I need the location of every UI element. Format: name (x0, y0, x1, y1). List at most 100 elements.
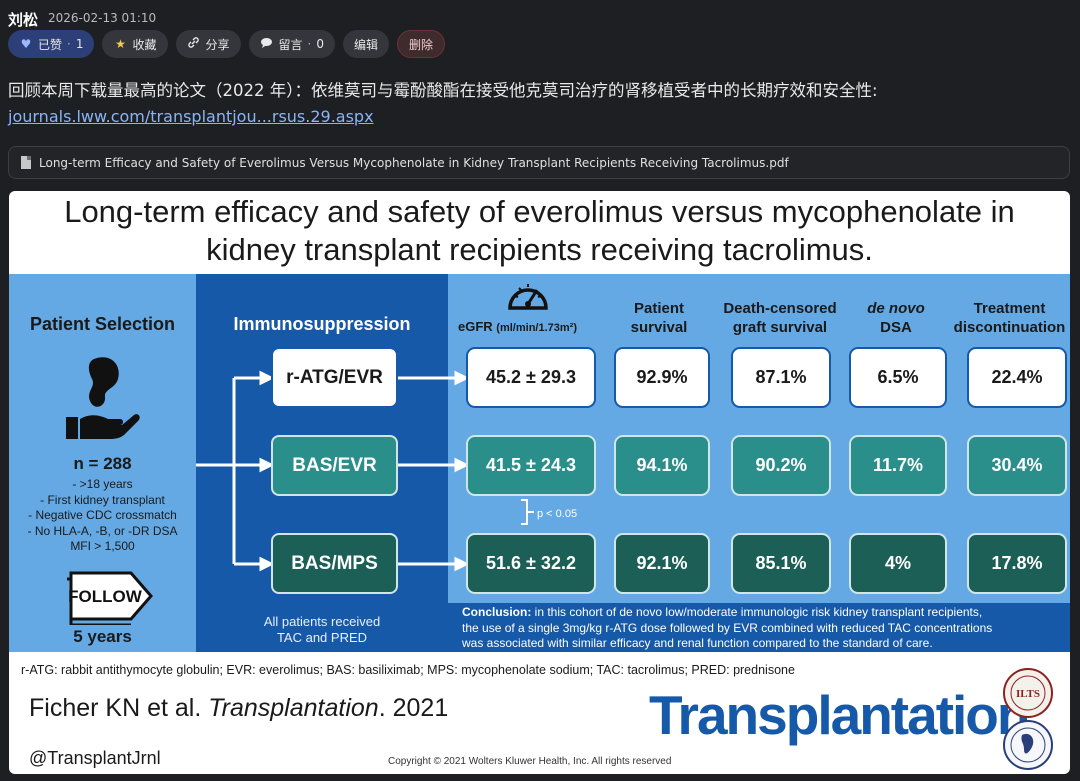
flow-arrows (196, 370, 534, 572)
egfr-value: 45.2 ± 29.3 (466, 347, 596, 408)
heading-line: Death-censored (723, 300, 837, 317)
seal-text: ILTS (1016, 688, 1040, 700)
patient-survival-value: 92.1% (614, 533, 710, 594)
article-link[interactable]: journals.lww.com/transplantjou...rsus.29… (8, 107, 374, 126)
title-line-2: kidney transplant recipients receiving t… (206, 232, 873, 267)
arm-bas-mps: BAS/MPS (271, 533, 398, 594)
discontinuation-value: 17.8% (967, 533, 1067, 594)
graft-survival-value: 90.2% (731, 435, 831, 496)
infographic-title: Long-term efficacy and safety of everoli… (9, 193, 1070, 269)
conclusion-text: in this cohort of de novo low/moderate i… (531, 605, 983, 619)
copyright-notice: Copyright © 2021 Wolters Kluwer Health, … (388, 756, 672, 767)
twitter-handle: @TransplantJrnl (29, 748, 161, 768)
citation: Ficher KN et al. Transplantation. 2021 (29, 694, 448, 723)
conclusion-line-2: the use of a single 3mg/kg r-ATG dose fo… (462, 620, 993, 635)
speech-bubble-icon (260, 37, 274, 52)
separator-dot: · (67, 37, 71, 51)
pdf-attachment[interactable]: Long-term Efficacy and Safety of Everoli… (8, 146, 1070, 179)
heading-line: Treatment (973, 300, 1046, 317)
conclusion-line-1: Conclusion: in this cohort of de novo lo… (462, 605, 1058, 621)
egfr-unit: (ml/min/1.73m²) (496, 322, 577, 334)
comment-label: 留言 (278, 37, 303, 52)
favorite-button[interactable]: ★ 收藏 (102, 30, 168, 58)
ilts-seal-icon: ILTS (1003, 668, 1053, 718)
comment-button[interactable]: 留言 · 0 (248, 30, 335, 58)
sample-size: n = 288 (73, 454, 132, 473)
criterion: - Negative CDC crossmatch (28, 508, 177, 522)
arm-ratg-evr: r-ATG/EVR (271, 347, 398, 408)
background-therapy-note: All patients received TAC and PRED (196, 614, 448, 646)
patient-survival-value: 94.1% (614, 435, 710, 496)
delete-label: 删除 (409, 37, 434, 52)
gauge-icon (508, 284, 548, 310)
follow-up-duration: 5 years (73, 627, 132, 646)
egfr-heading: eGFR (ml/min/1.73m²) (458, 319, 628, 334)
criterion: - No HLA-A, -B, or -DR DSA (27, 523, 178, 538)
infographic-image[interactable]: Long-term efficacy and safety of everoli… (9, 191, 1070, 774)
delete-button[interactable]: 删除 (397, 30, 446, 58)
heart-icon: ♥ (20, 37, 32, 51)
separator-dot: · (307, 37, 312, 51)
graft-survival-heading: Death-censored graft survival (715, 299, 845, 337)
journal-logo: Transplantation (649, 684, 1030, 746)
author-name[interactable]: 刘松 (8, 11, 39, 29)
file-icon (21, 156, 31, 169)
dsa-value: 4% (849, 533, 947, 594)
heading-line: DSA (880, 319, 912, 336)
discontinuation-heading: Treatment discontinuation (949, 299, 1070, 337)
inclusion-criteria: - >18 years - First kidney transplant - … (9, 477, 196, 555)
conclusion-box: Conclusion: in this cohort of de novo lo… (448, 603, 1070, 652)
heading-line: discontinuation (953, 319, 1066, 336)
kidney-in-hand-icon (66, 357, 140, 439)
edit-label: 编辑 (354, 37, 379, 52)
note-line-1: All patients received (263, 614, 381, 629)
graft-survival-value: 87.1% (731, 347, 831, 408)
follow-label: FOLLOW (68, 587, 143, 606)
post-text: 回顾本周下载量最高的论文（2022 年）：依维莫司与霉酚酸酯在接受他克莫司治疗的… (8, 81, 878, 100)
dsa-value: 11.7% (849, 435, 947, 496)
criterion: MFI > 1,500 (70, 539, 135, 553)
heading-line: de novo (867, 300, 925, 317)
patient-selection-heading: Patient Selection (29, 314, 176, 334)
like-button[interactable]: ♥ 已赞 · 1 (8, 30, 95, 58)
abbreviations: r-ATG: rabbit antithymocyte globulin; EV… (21, 663, 795, 677)
immunosuppression-heading: Immunosuppression (233, 314, 411, 334)
criterion: - First kidney transplant (40, 492, 165, 507)
favorite-label: 收藏 (132, 37, 157, 52)
discontinuation-value: 30.4% (967, 435, 1067, 496)
share-label: 分享 (205, 37, 230, 52)
note-line-2: TAC and PRED (276, 630, 368, 645)
citation-year: . 2021 (378, 694, 449, 722)
heading-line: Patient (633, 300, 684, 317)
patient-survival-value: 92.9% (614, 347, 710, 408)
dsa-heading: de novo DSA (851, 299, 941, 337)
like-label: 已赞 (38, 37, 63, 52)
arm-bas-evr: BAS/EVR (271, 435, 398, 496)
follow-up-icon: FOLLOW (67, 571, 153, 625)
post-actions: ♥ 已赞 · 1 ★ 收藏 分享 留言 · 0 编辑 删除 (8, 30, 446, 58)
post-timestamp: 2026-02-13 01:10 (48, 11, 157, 25)
heading-line: graft survival (732, 319, 828, 336)
comment-count: 0 (316, 37, 324, 51)
title-line-1: Long-term efficacy and safety of everoli… (64, 194, 1015, 229)
criterion: - >18 years (72, 477, 133, 491)
link-icon (187, 36, 201, 52)
citation-journal: Transplantation (208, 694, 379, 722)
share-button[interactable]: 分享 (175, 30, 241, 58)
society-seal-icon (1003, 720, 1053, 770)
egfr-label: eGFR (458, 319, 493, 334)
patient-survival-heading: Patient survival (614, 299, 704, 337)
conclusion-label: Conclusion: (462, 605, 532, 619)
graft-survival-value: 85.1% (731, 533, 831, 594)
discontinuation-value: 22.4% (967, 347, 1067, 408)
edit-button[interactable]: 编辑 (343, 30, 390, 58)
star-icon: ★ (115, 37, 126, 51)
dsa-value: 6.5% (849, 347, 947, 408)
heading-line: survival (630, 319, 688, 336)
conclusion-line-3: was associated with similar efficacy and… (462, 636, 933, 650)
like-count: 1 (75, 37, 84, 51)
attachment-filename: Long-term Efficacy and Safety of Everoli… (39, 155, 789, 170)
citation-author: Ficher KN et al. (29, 694, 209, 722)
egfr-value: 41.5 ± 24.3 (466, 435, 596, 496)
egfr-value: 51.6 ± 32.2 (466, 533, 596, 594)
